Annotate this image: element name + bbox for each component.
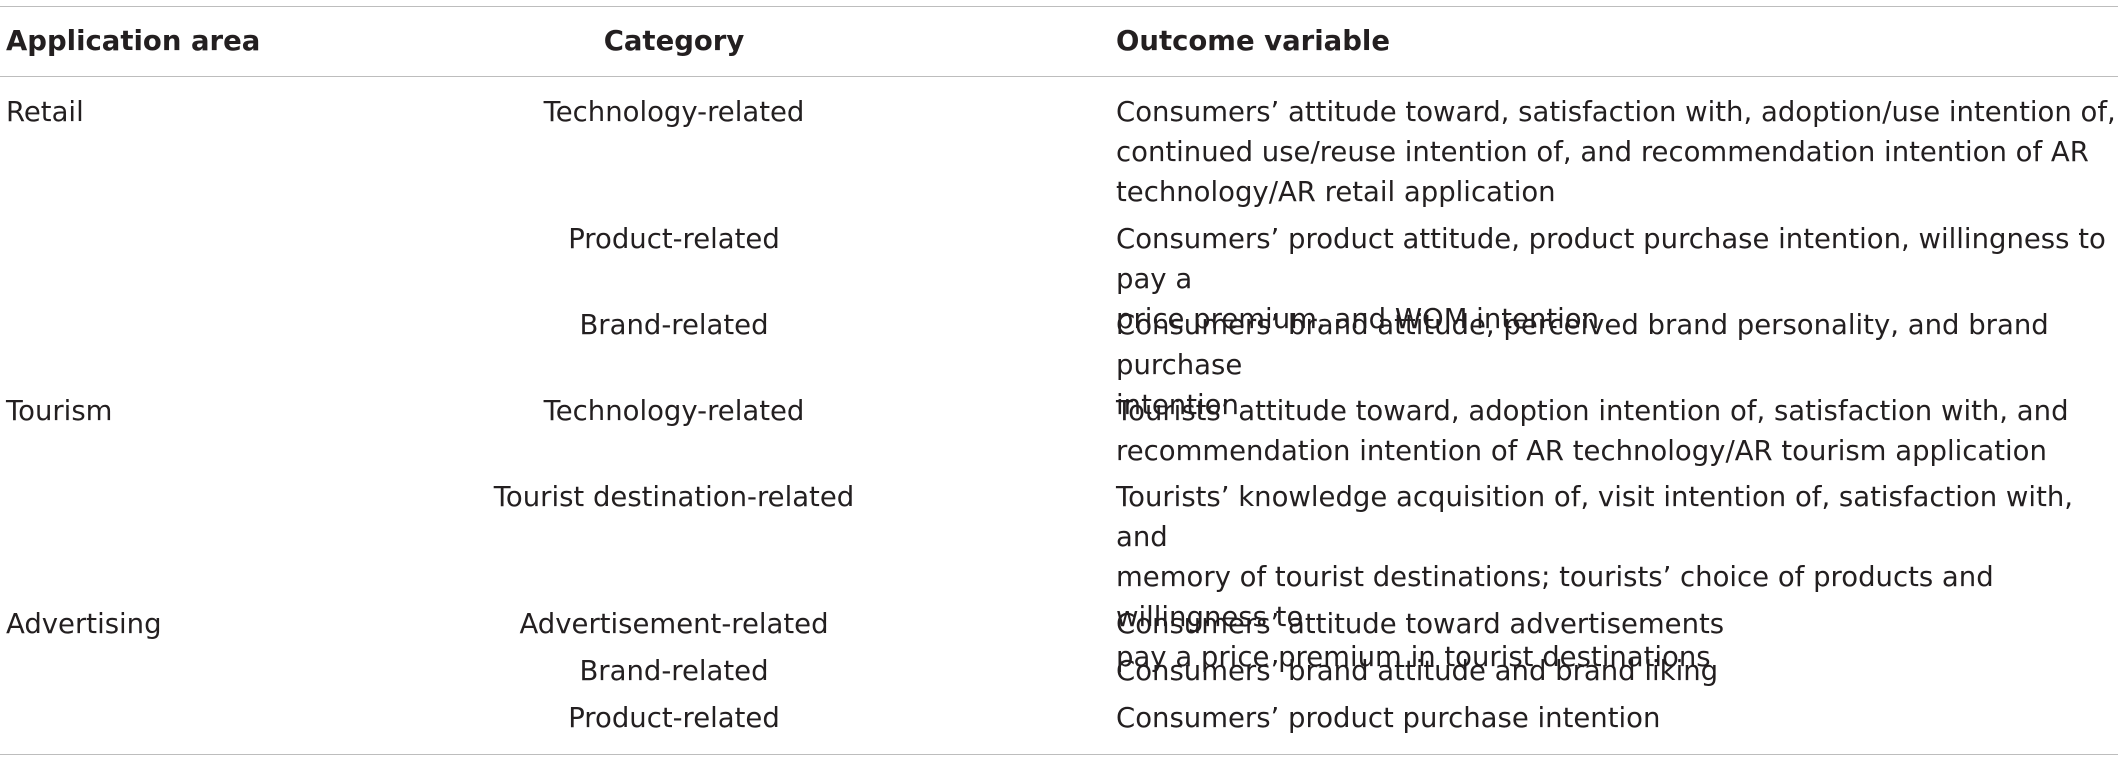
row-1-outcome-line-3: technology/AR retail application xyxy=(1116,176,1556,208)
row-2-outcome: Consumers’ product attitude, product pur… xyxy=(1116,219,2116,339)
row-6-application-area: Advertising xyxy=(6,608,162,640)
row-4-application-area: Tourism xyxy=(6,395,113,427)
row-2-outcome-line-2: price premium, and WOM intention xyxy=(1116,303,1600,335)
row-3-outcome-line-1: Consumers’ brand attitude, perceived bra… xyxy=(1116,309,2049,381)
row-5-outcome-line-2: memory of tourist destinations; tourists… xyxy=(1116,561,1994,633)
row-3-outcome: Consumers’ brand attitude, perceived bra… xyxy=(1116,305,2116,425)
row-3-outcome-line-2: intention xyxy=(1116,389,1239,421)
row-8-outcome: Consumers’ product purchase intention xyxy=(1116,698,2116,738)
header-outcome-variable: Outcome variable xyxy=(1116,25,1390,57)
row-1-application-area: Retail xyxy=(6,96,84,128)
row-4-outcome-line-2: recommendation intention of AR technolog… xyxy=(1116,435,2047,467)
row-6-outcome: Consumers’ attitude toward advertisement… xyxy=(1116,604,2116,644)
row-7-outcome: Consumers’ brand attitude and brand liki… xyxy=(1116,651,2116,691)
row-5-outcome: Tourists’ knowledge acquisition of, visi… xyxy=(1116,477,2116,677)
row-7-outcome-line-1: Consumers’ brand attitude and brand liki… xyxy=(1116,655,1719,687)
row-1-outcome: Consumers’ attitude toward, satisfaction… xyxy=(1116,92,2116,212)
row-1-outcome-line-1: Consumers’ attitude toward, satisfaction… xyxy=(1116,96,2116,128)
row-4-outcome: Tourists’ attitude toward, adoption inte… xyxy=(1116,391,2116,471)
table-bottom-rule xyxy=(0,754,2118,755)
row-8-outcome-line-1: Consumers’ product purchase intention xyxy=(1116,702,1661,734)
row-1-outcome-line-2: continued use/reuse intention of, and re… xyxy=(1116,136,2089,168)
row-5-outcome-line-1: Tourists’ knowledge acquisition of, visi… xyxy=(1116,481,2074,553)
row-6-outcome-line-1: Consumers’ attitude toward advertisement… xyxy=(1116,608,1725,640)
header-application-area: Application area xyxy=(6,25,261,57)
row-5-outcome-line-3: pay a price premium in tourist destinati… xyxy=(1116,641,1711,673)
table-top-rule xyxy=(0,6,2118,7)
table-header-rule xyxy=(0,76,2118,77)
row-2-outcome-line-1: Consumers’ product attitude, product pur… xyxy=(1116,223,2106,295)
row-4-outcome-line-1: Tourists’ attitude toward, adoption inte… xyxy=(1116,395,2069,427)
